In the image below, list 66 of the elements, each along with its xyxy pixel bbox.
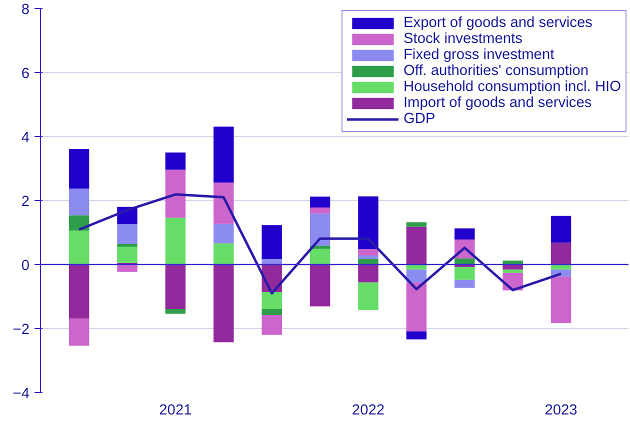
y-tick-label: 8 xyxy=(21,2,30,18)
bar xyxy=(214,182,234,224)
legend-label: Import of goods and services xyxy=(403,95,592,111)
bar xyxy=(310,208,330,214)
bar xyxy=(117,264,138,272)
bar xyxy=(310,214,330,246)
bar xyxy=(358,282,378,310)
y-tick-label: 0 xyxy=(21,258,30,274)
legend-label: Off. authorities' consumption xyxy=(403,63,588,79)
bar xyxy=(68,318,90,346)
bar xyxy=(165,170,186,218)
bar xyxy=(550,242,572,264)
bar xyxy=(358,256,378,260)
bar xyxy=(454,280,475,288)
bar xyxy=(68,188,90,216)
bar xyxy=(358,264,378,282)
bar xyxy=(214,264,234,342)
bar xyxy=(117,246,138,263)
bar xyxy=(358,249,378,256)
bar xyxy=(68,215,90,231)
bar xyxy=(214,224,234,244)
y-tick-label: 4 xyxy=(21,130,30,146)
bar xyxy=(502,270,523,273)
bar xyxy=(262,308,282,316)
bar xyxy=(550,276,572,324)
bar xyxy=(358,259,378,264)
legend-label: GDP xyxy=(403,111,436,127)
bar xyxy=(310,264,330,306)
y-tick-label: −4 xyxy=(12,386,30,402)
bar xyxy=(550,216,572,243)
bar xyxy=(310,248,330,264)
bar xyxy=(406,331,427,340)
bar xyxy=(117,224,138,244)
bar xyxy=(358,196,378,250)
legend-label: Household consumption incl. HIO xyxy=(403,79,621,95)
bar xyxy=(68,148,90,189)
bar xyxy=(165,152,186,170)
bar xyxy=(454,258,475,264)
legend-label: Fixed gross investment xyxy=(403,47,554,63)
bar xyxy=(165,218,186,264)
x-tick-label: 2023 xyxy=(544,402,578,418)
bar xyxy=(262,225,282,260)
x-tick-label: 2022 xyxy=(352,402,385,418)
x-tick-label: 2021 xyxy=(159,402,192,418)
bar xyxy=(214,243,234,264)
legend-label: Stock investments xyxy=(403,31,522,47)
bar xyxy=(68,230,90,264)
bar xyxy=(214,126,234,183)
bar xyxy=(165,264,186,309)
bar xyxy=(454,267,475,280)
bar xyxy=(165,308,186,314)
bar xyxy=(406,282,427,332)
line-series xyxy=(78,193,562,295)
bar xyxy=(262,259,282,264)
y-tick-label: 2 xyxy=(21,194,30,210)
legend-label: Export of goods and services xyxy=(403,15,592,31)
bar xyxy=(262,315,282,335)
bar xyxy=(454,228,475,240)
bar xyxy=(117,244,138,247)
y-tick-label: 6 xyxy=(21,66,30,82)
bar xyxy=(406,226,427,264)
bar xyxy=(406,270,427,282)
bar xyxy=(262,292,282,309)
bar xyxy=(310,196,330,208)
bar xyxy=(68,264,90,319)
y-tick-label: −2 xyxy=(12,322,30,338)
